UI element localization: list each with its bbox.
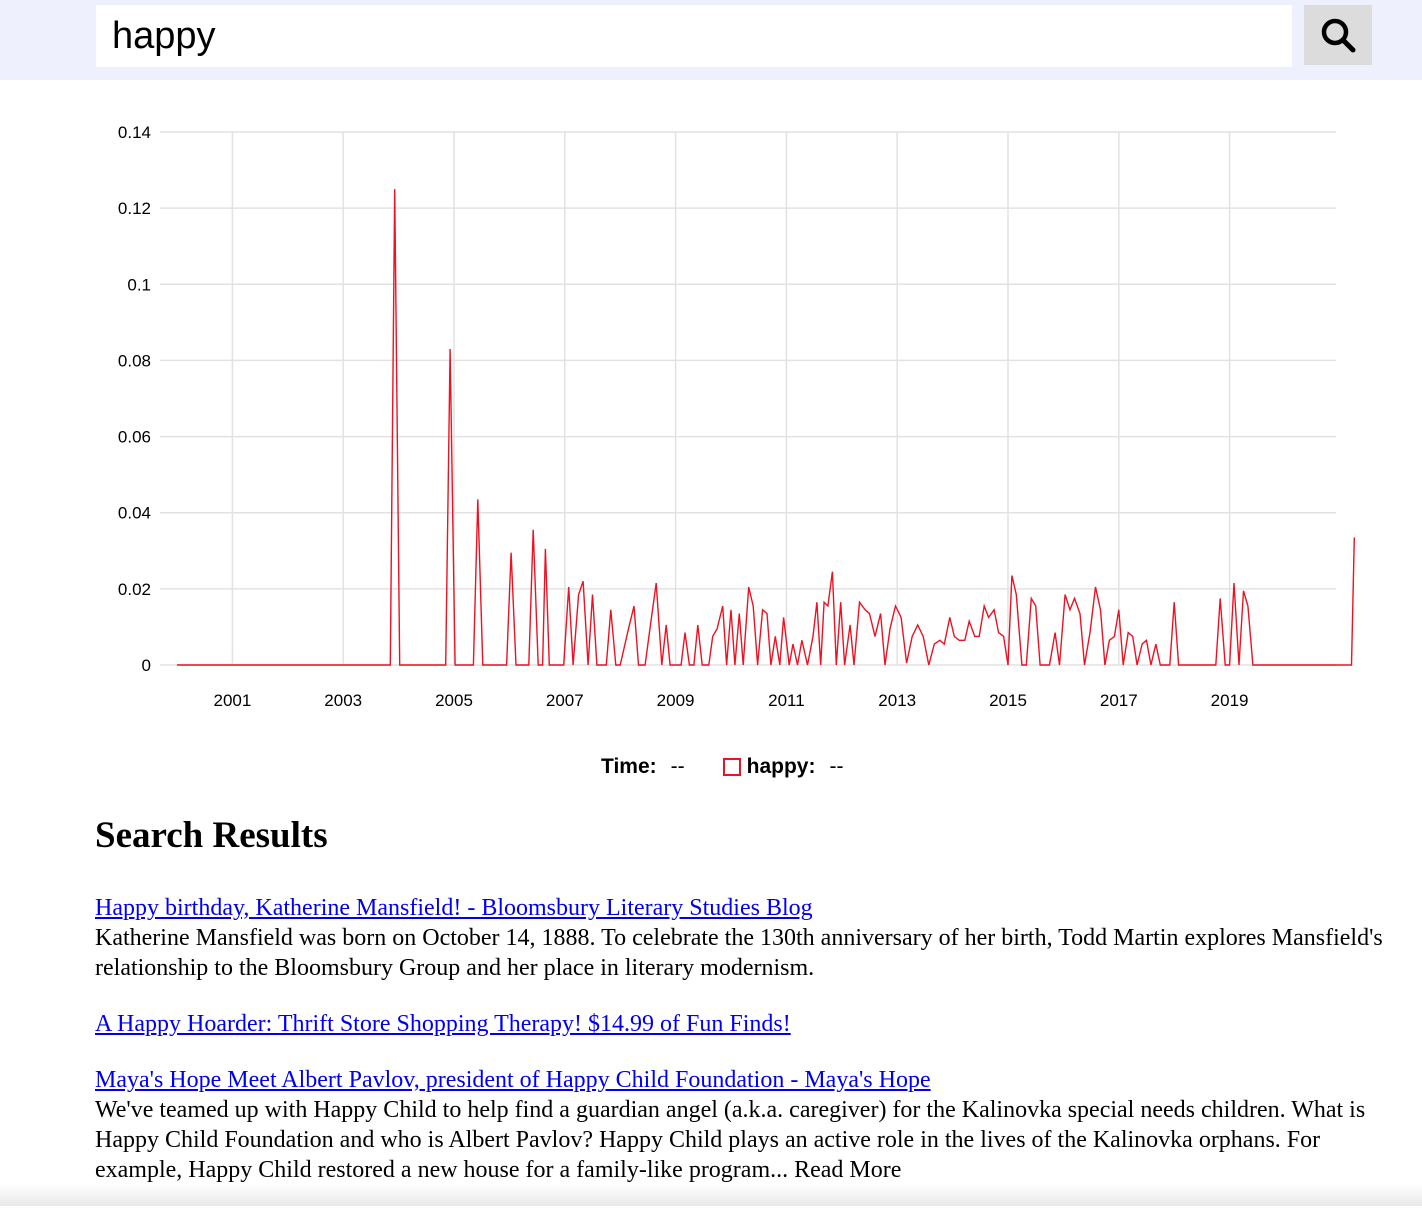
x-tick-label: 2017 (1100, 691, 1138, 710)
search-icon (1321, 18, 1356, 53)
result-snippet: Katherine Mansfield was born on October … (95, 925, 1383, 981)
y-tick-label: 0.02 (118, 580, 151, 599)
chart-legend: Time: -- happy: -- (601, 754, 843, 780)
legend-series-swatch[interactable] (722, 758, 741, 776)
x-tick-label: 2007 (546, 691, 584, 710)
result-link[interactable]: Happy birthday, Katherine Mansfield! - B… (95, 895, 813, 921)
y-tick-label: 0.04 (118, 504, 151, 523)
result-link[interactable]: A Happy Hoarder: Thrift Store Shopping T… (95, 1011, 791, 1037)
y-tick-label: 0.14 (118, 123, 151, 142)
x-tick-label: 2003 (324, 691, 362, 710)
search-bar (0, 0, 1422, 80)
legend-series-value: -- (829, 755, 844, 778)
x-tick-label: 2013 (878, 691, 916, 710)
result-link[interactable]: Maya's Hope Meet Albert Pavlov, presiden… (95, 1067, 931, 1093)
y-tick-label: 0.1 (127, 275, 151, 294)
search-results-title: Search Results (95, 815, 328, 856)
y-tick-label: 0.06 (118, 428, 151, 447)
search-result: A Happy Hoarder: Thrift Store Shopping T… (95, 1009, 1385, 1039)
search-result: Maya's Hope Meet Albert Pavlov, presiden… (95, 1065, 1385, 1185)
x-tick-label: 2011 (768, 691, 805, 710)
search-results-list: Happy birthday, Katherine Mansfield! - B… (95, 893, 1385, 1211)
x-tick-label: 2005 (435, 691, 473, 710)
legend-time-label: Time: (601, 755, 657, 778)
legend-series-label: happy: (746, 755, 816, 778)
y-tick-label: 0 (142, 656, 151, 675)
y-tick-label: 0.12 (118, 199, 151, 218)
x-tick-label: 2015 (989, 691, 1027, 710)
search-button[interactable] (1304, 5, 1372, 65)
result-snippet: We've teamed up with Happy Child to help… (95, 1097, 1366, 1183)
bottom-fade (0, 1184, 1422, 1206)
x-tick-label: 2001 (213, 691, 251, 710)
trend-chart[interactable]: 0.14 0.12 0.1 0.08 0.06 0.04 0.02 0 2001 2003 2005… (0, 80, 1422, 730)
x-tick-label: 2009 (657, 691, 695, 710)
search-input[interactable] (96, 5, 1292, 67)
series-line-happy (177, 189, 1355, 666)
y-tick-label: 0.08 (118, 351, 151, 370)
x-tick-label: 2019 (1211, 691, 1249, 710)
legend-time-value: -- (670, 755, 685, 778)
search-result: Happy birthday, Katherine Mansfield! - B… (95, 893, 1385, 983)
